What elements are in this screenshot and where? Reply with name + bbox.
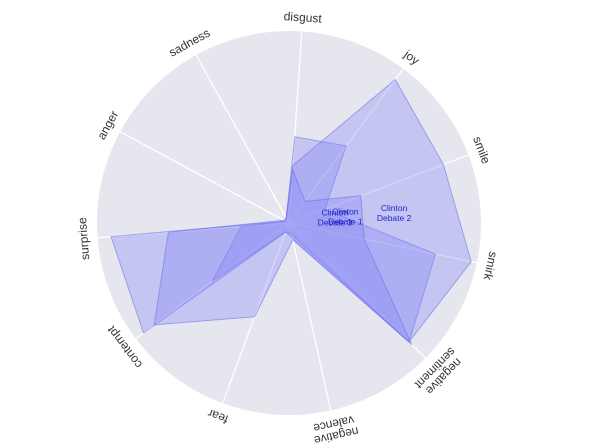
radar-series bbox=[110, 79, 472, 346]
axis-label-surprise: surprise bbox=[75, 217, 92, 261]
series-label-clinton-debate-3: Clinton Debate 3 bbox=[318, 208, 353, 228]
spoke-disgust bbox=[288, 31, 303, 224]
axis-label-disgust: disgust bbox=[283, 9, 323, 26]
series-polygon-clinton-debate-3[interactable] bbox=[153, 168, 413, 346]
series-polygon-clinton-debate-1[interactable] bbox=[211, 136, 436, 343]
series-labels: Clinton Debate 1 Clinton Debate 2 Clinton Deb… bbox=[318, 203, 412, 228]
spoke-smirk bbox=[288, 222, 477, 264]
series-label-clinton-debate-1: Clinton Debate 1 bbox=[328, 207, 363, 227]
axis-label-smile: smile bbox=[470, 135, 493, 166]
axis-label-negative-valence: negativevalence bbox=[310, 412, 360, 447]
spoke-sadness bbox=[195, 54, 290, 224]
axis-label-joy: joy bbox=[401, 47, 422, 68]
axis-label-anger: anger bbox=[94, 108, 121, 142]
series-label-clinton-debate-2: Clinton Debate 2 bbox=[377, 203, 412, 223]
spoke-smile bbox=[288, 154, 469, 224]
spoke-negative-valence bbox=[288, 222, 332, 411]
axis-label-smirk: smirk bbox=[480, 250, 500, 282]
spoke-anger bbox=[119, 131, 290, 224]
axis-label-fear: fear bbox=[206, 406, 230, 426]
